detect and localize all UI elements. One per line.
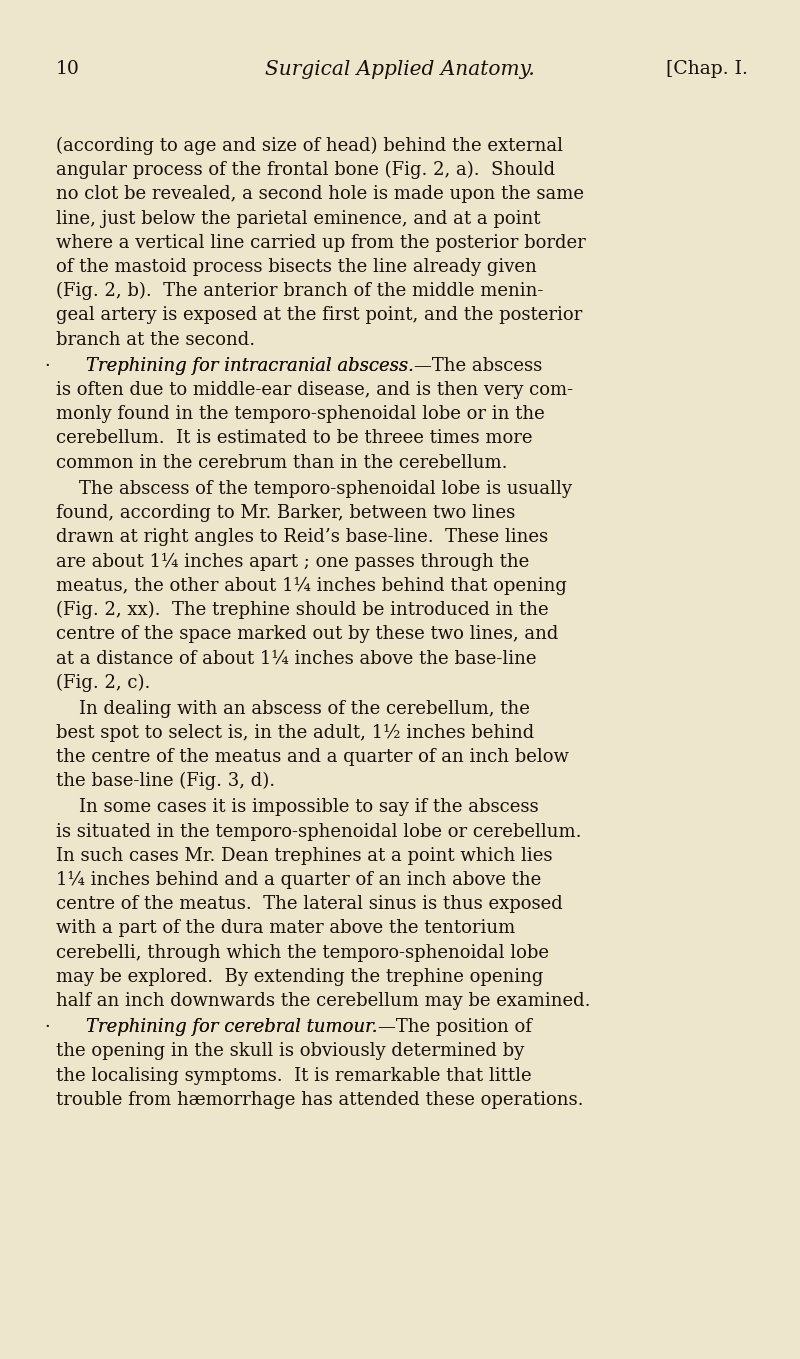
Text: drawn at right angles to Reid’s base-line.  These lines: drawn at right angles to Reid’s base-lin…	[56, 529, 548, 546]
Text: at a distance of about 1¼ inches above the base-line: at a distance of about 1¼ inches above t…	[56, 650, 537, 667]
Text: Trephining for intracranial abscess.: Trephining for intracranial abscess.	[86, 357, 414, 375]
Text: centre of the meatus.  The lateral sinus is thus exposed: centre of the meatus. The lateral sinus …	[56, 896, 562, 913]
Text: Surgical Applied Anatomy.: Surgical Applied Anatomy.	[265, 60, 535, 79]
Text: Trephining for cerebral tumour.: Trephining for cerebral tumour.	[86, 1018, 378, 1036]
Text: meatus, the other about 1¼ inches behind that opening: meatus, the other about 1¼ inches behind…	[56, 576, 567, 595]
Text: cerebellum.  It is estimated to be threee times more: cerebellum. It is estimated to be threee…	[56, 429, 533, 447]
Text: are about 1¼ inches apart ; one passes through the: are about 1¼ inches apart ; one passes t…	[56, 552, 530, 571]
Text: the opening in the skull is obviously determined by: the opening in the skull is obviously de…	[56, 1042, 524, 1060]
Text: —The position of: —The position of	[378, 1018, 531, 1036]
Text: The abscess of the temporo-sphenoidal lobe is usually: The abscess of the temporo-sphenoidal lo…	[56, 480, 572, 497]
Text: half an inch downwards the cerebellum may be examined.: half an inch downwards the cerebellum ma…	[56, 992, 590, 1010]
Text: Trephining for intracranial abscess.: Trephining for intracranial abscess.	[86, 357, 414, 375]
Text: (Fig. 2, b).  The anterior branch of the middle menin-: (Fig. 2, b). The anterior branch of the …	[56, 283, 543, 300]
Text: best spot to select is, in the adult, 1½ inches behind: best spot to select is, in the adult, 1½…	[56, 724, 534, 742]
Text: branch at the second.: branch at the second.	[56, 330, 255, 349]
Text: where a vertical line carried up from the posterior border: where a vertical line carried up from th…	[56, 234, 586, 251]
Text: found, according to Mr. Barker, between two lines: found, according to Mr. Barker, between …	[56, 504, 515, 522]
Text: line, just below the parietal eminence, and at a point: line, just below the parietal eminence, …	[56, 209, 541, 227]
Text: of the mastoid process bisects the line already given: of the mastoid process bisects the line …	[56, 258, 537, 276]
Text: common in the cerebrum than in the cerebellum.: common in the cerebrum than in the cereb…	[56, 454, 507, 472]
Text: may be explored.  By extending the trephine opening: may be explored. By extending the trephi…	[56, 968, 543, 985]
Text: is often due to middle-ear disease, and is then very com-: is often due to middle-ear disease, and …	[56, 381, 573, 400]
Text: (Fig. 2, xx).  The trephine should be introduced in the: (Fig. 2, xx). The trephine should be int…	[56, 601, 549, 620]
Text: the localising symptoms.  It is remarkable that little: the localising symptoms. It is remarkabl…	[56, 1067, 532, 1084]
Text: [Chap. I.: [Chap. I.	[666, 60, 748, 77]
Text: is situated in the temporo-sphenoidal lobe or cerebellum.: is situated in the temporo-sphenoidal lo…	[56, 822, 582, 841]
Text: —The abscess: —The abscess	[414, 357, 542, 375]
Text: ·: ·	[44, 357, 50, 375]
Text: geal artery is exposed at the first point, and the posterior: geal artery is exposed at the first poin…	[56, 306, 582, 325]
Text: 1¼ inches behind and a quarter of an inch above the: 1¼ inches behind and a quarter of an inc…	[56, 871, 542, 889]
Text: with a part of the dura mater above the tentorium: with a part of the dura mater above the …	[56, 920, 515, 938]
Text: the base-line (Fig. 3, d).: the base-line (Fig. 3, d).	[56, 772, 275, 791]
Text: angular process of the frontal bone (Fig. 2, a).  Should: angular process of the frontal bone (Fig…	[56, 162, 555, 179]
Text: In dealing with an abscess of the cerebellum, the: In dealing with an abscess of the cerebe…	[56, 700, 530, 718]
Text: (Fig. 2, c).: (Fig. 2, c).	[56, 674, 150, 692]
Text: In such cases Mr. Dean trephines at a point which lies: In such cases Mr. Dean trephines at a po…	[56, 847, 553, 864]
Text: 10: 10	[56, 60, 80, 77]
Text: ·: ·	[44, 1018, 50, 1036]
Text: Trephining for cerebral tumour.: Trephining for cerebral tumour.	[86, 1018, 378, 1036]
Text: In some cases it is impossible to say if the abscess: In some cases it is impossible to say if…	[56, 798, 538, 817]
Text: no clot be revealed, a second hole is made upon the same: no clot be revealed, a second hole is ma…	[56, 185, 584, 204]
Text: cerebelli, through which the temporo-sphenoidal lobe: cerebelli, through which the temporo-sph…	[56, 943, 549, 962]
Text: trouble from hæmorrhage has attended these operations.: trouble from hæmorrhage has attended the…	[56, 1091, 583, 1109]
Text: (according to age and size of head) behind the external: (according to age and size of head) behi…	[56, 137, 563, 155]
Text: the centre of the meatus and a quarter of an inch below: the centre of the meatus and a quarter o…	[56, 747, 569, 766]
Text: centre of the space marked out by these two lines, and: centre of the space marked out by these …	[56, 625, 558, 643]
Text: monly found in the temporo-sphenoidal lobe or in the: monly found in the temporo-sphenoidal lo…	[56, 405, 545, 423]
